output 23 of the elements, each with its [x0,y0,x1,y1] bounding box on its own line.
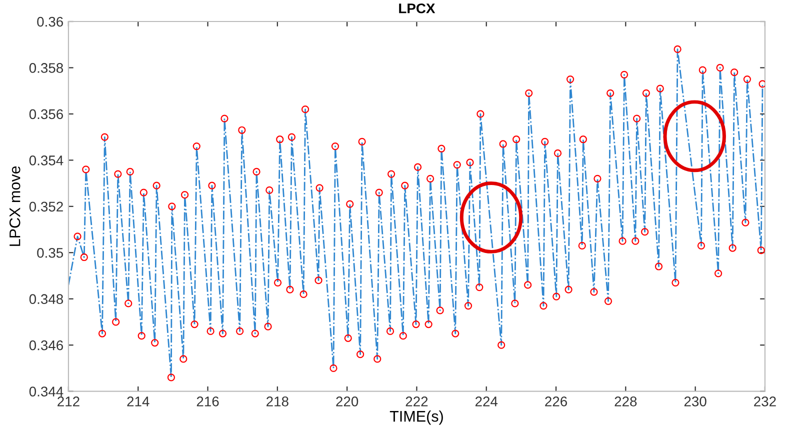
x-tick-label: 226 [545,396,567,406]
x-tick-label: 214 [127,396,150,406]
y-tick-label: 0.35 [37,248,64,258]
x-tick-label: 224 [475,396,498,406]
chart-title: LPCX [399,3,436,14]
x-tick-label: 218 [266,396,288,406]
y-tick-label: 0.36 [37,16,63,27]
y-tick-label: 0.356 [29,109,63,120]
y-tick-label: 0.358 [29,63,64,73]
y-tick-label: 0.354 [29,156,64,166]
x-tick-label: 220 [336,396,358,406]
x-tick-label: 228 [614,396,637,406]
x-axis-title: TIME(s) [390,410,443,425]
x-tick-label: 232 [754,396,776,406]
y-tick-label: 0.346 [29,340,63,350]
y-tick-label: 0.352 [29,202,63,212]
x-tick-label: 222 [406,396,428,406]
y-tick-label: 0.344 [29,386,64,396]
y-tick-label: 0.348 [29,294,64,304]
x-tick-label: 216 [196,396,219,406]
x-tick-label: 230 [684,396,706,406]
x-tick-label: 212 [58,396,80,406]
y-axis-title: LPCX move [9,166,20,246]
